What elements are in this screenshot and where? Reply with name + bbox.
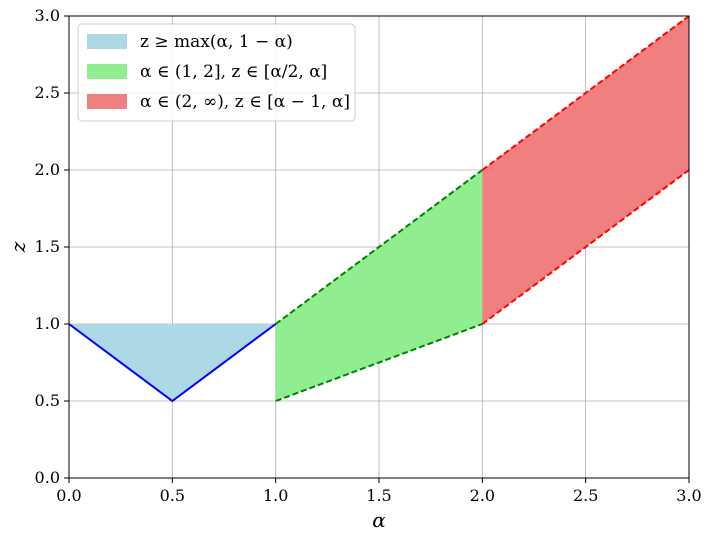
x-axis-label: α: [372, 508, 386, 532]
legend-swatch: [87, 34, 127, 49]
region-fill-2: [275, 170, 483, 401]
y-axis-label: z: [6, 241, 30, 253]
x-tick-label: 2.0: [470, 486, 495, 505]
x-tick-label: 1.5: [366, 486, 391, 505]
x-tick-label: 0.0: [56, 486, 81, 505]
region-fill-1: [69, 324, 276, 401]
region-lower-edge-3: [481, 169, 690, 325]
x-tick-label: 1.0: [263, 486, 288, 505]
legend-label: z ≥ max(α, 1 − α): [140, 32, 293, 52]
region-edges: [68, 15, 690, 403]
region-lower-edge-2: [275, 323, 483, 402]
legend-label: α ∈ (1, 2], z ∈ [α/2, α]: [140, 62, 327, 82]
region-upper-edge-3: [481, 15, 690, 171]
y-tick-label: 2.0: [35, 160, 60, 179]
y-tick-label: 0.5: [35, 391, 60, 410]
legend-box: [77, 23, 356, 122]
legend-swatch: [87, 94, 127, 109]
y-tick-label: 1.5: [35, 237, 60, 256]
region-fill-3: [482, 16, 689, 324]
x-tick-label: 0.5: [160, 486, 185, 505]
legend-swatch: [87, 64, 127, 79]
legend: z ≥ max(α, 1 − α) α ∈ (1, 2], z ∈ [α/2, α…: [77, 23, 356, 122]
axis-ticks: 0.0 0.5 1.0 1.5 2.0 2.5 3.0 0.0 0.5 1.0 1.5 2.0 2.5 3…: [35, 6, 702, 505]
y-tick-label: 0.0: [35, 468, 60, 487]
x-tick-label: 3.0: [676, 486, 701, 505]
x-tick-label: 2.5: [573, 486, 598, 505]
region-lower-edge-1: [68, 323, 277, 403]
y-tick-label: 3.0: [35, 6, 60, 25]
region-upper-edge-2: [275, 169, 483, 325]
y-tick-label: 1.0: [35, 314, 60, 333]
y-tick-label: 2.5: [35, 83, 60, 102]
region-fills: [69, 16, 689, 401]
legend-label: α ∈ (2, ∞), z ∈ [α − 1, α]: [140, 92, 350, 112]
